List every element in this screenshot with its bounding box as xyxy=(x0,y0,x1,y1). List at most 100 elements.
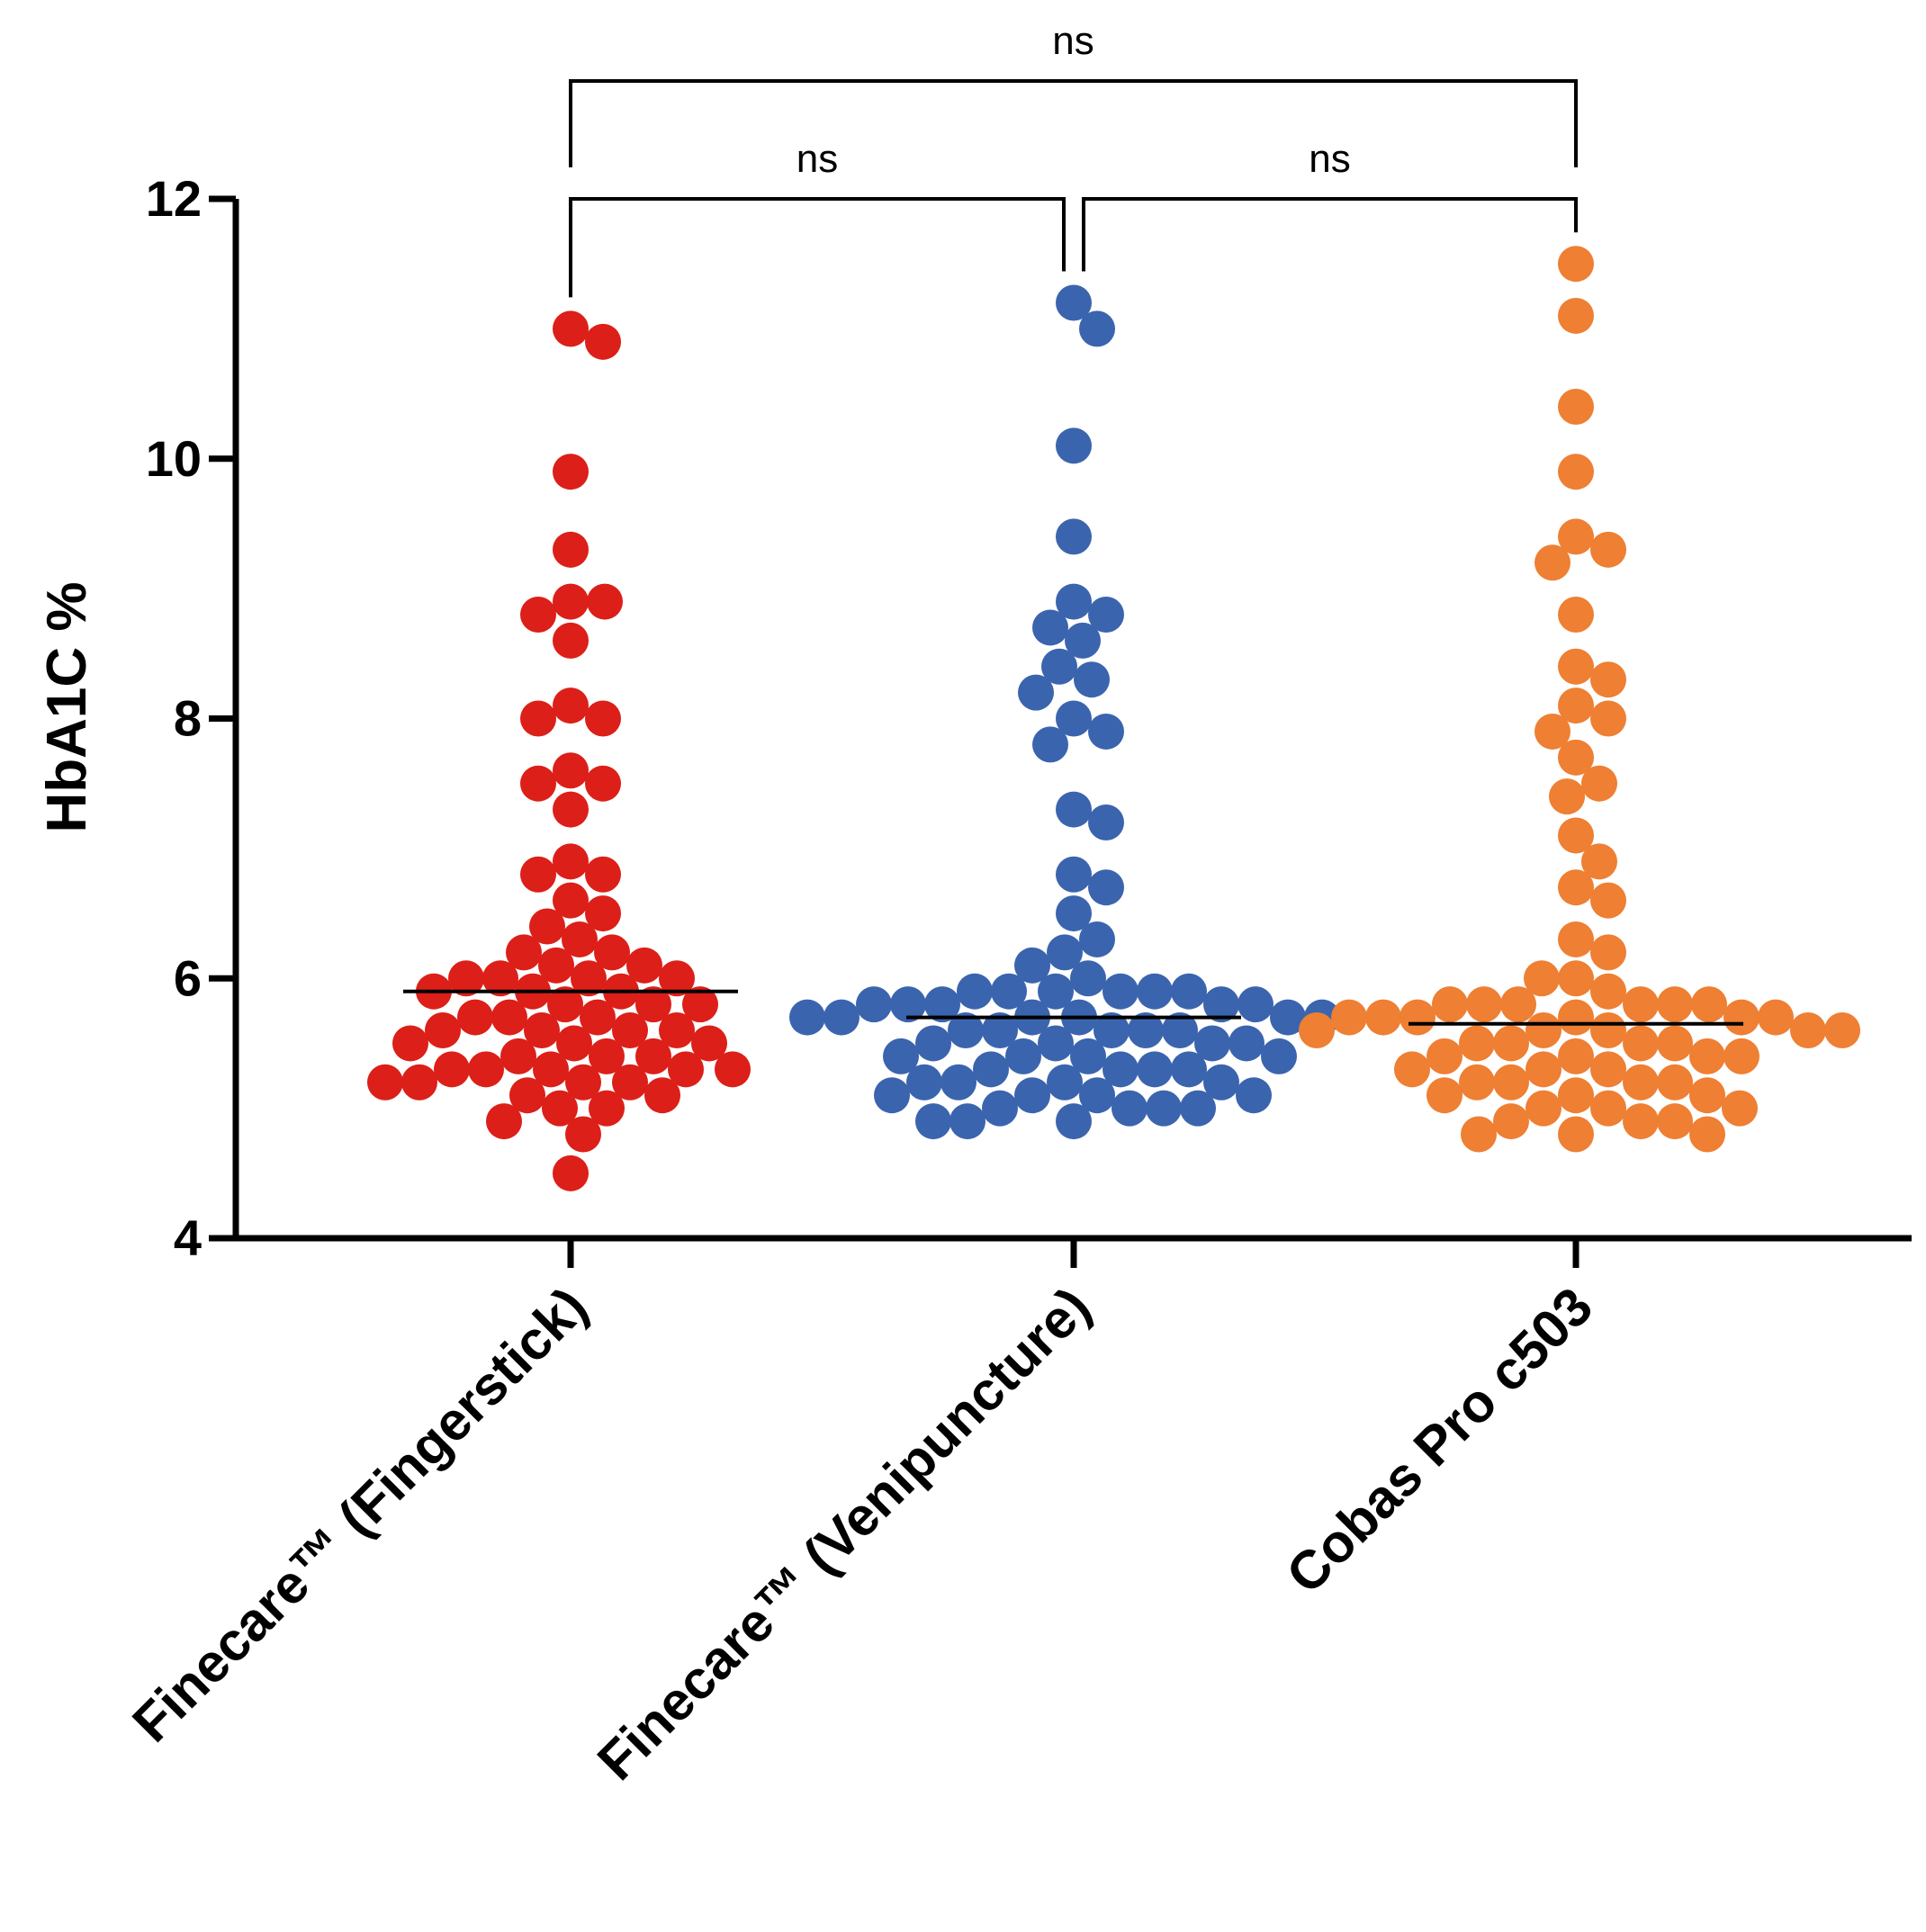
data-point xyxy=(1038,973,1074,1010)
data-point xyxy=(950,1103,986,1140)
data-point xyxy=(538,947,574,984)
data-point xyxy=(1038,1025,1074,1062)
data-point xyxy=(1724,1038,1760,1074)
data-point xyxy=(585,856,621,893)
data-point xyxy=(1137,973,1173,1010)
data-point xyxy=(587,583,623,620)
data-point xyxy=(1526,1090,1562,1127)
data-point xyxy=(1228,1025,1264,1062)
data-point xyxy=(1162,1012,1198,1048)
data-point xyxy=(524,1012,560,1048)
data-point xyxy=(367,1064,403,1101)
data-point xyxy=(1558,1116,1594,1153)
data-point xyxy=(448,960,484,997)
data-point xyxy=(594,934,630,971)
data-point xyxy=(1137,1051,1173,1088)
data-point xyxy=(509,1077,545,1114)
data-point xyxy=(1180,1090,1216,1127)
data-point xyxy=(1790,1012,1826,1048)
data-point xyxy=(500,1038,536,1074)
data-point xyxy=(520,597,556,633)
data-point xyxy=(635,986,671,1023)
significance-label: ns xyxy=(1309,137,1350,181)
data-point xyxy=(1394,1051,1430,1088)
data-point xyxy=(890,986,926,1023)
data-point xyxy=(1581,765,1617,802)
data-point xyxy=(1238,986,1274,1023)
data-point xyxy=(1558,739,1594,776)
data-point xyxy=(1056,518,1092,555)
data-point xyxy=(1691,986,1727,1023)
data-point xyxy=(1056,700,1092,737)
data-point xyxy=(1056,284,1092,321)
data-point xyxy=(542,1090,578,1127)
data-point xyxy=(1526,1051,1562,1088)
data-point xyxy=(1657,1103,1693,1140)
data-point xyxy=(589,1038,625,1074)
data-point xyxy=(1070,960,1106,997)
data-point xyxy=(1623,986,1659,1023)
data-point xyxy=(1590,1051,1626,1088)
data-point xyxy=(553,843,589,880)
data-point xyxy=(1203,1064,1239,1101)
data-point xyxy=(392,1025,428,1062)
data-point xyxy=(1524,960,1560,997)
data-point xyxy=(1299,1012,1335,1048)
data-point xyxy=(1493,1064,1529,1101)
data-point xyxy=(1558,518,1594,555)
data-point xyxy=(973,1051,1009,1088)
significance-bracket xyxy=(569,197,1066,298)
data-point xyxy=(982,1012,1018,1048)
data-point xyxy=(1558,687,1594,724)
y-tick-label: 6 xyxy=(174,949,202,1006)
data-point xyxy=(1623,1103,1659,1140)
data-point xyxy=(682,986,718,1023)
data-point xyxy=(1074,661,1110,698)
data-point xyxy=(1041,648,1077,685)
data-point xyxy=(612,1064,648,1101)
data-point xyxy=(457,999,493,1036)
data-point xyxy=(1558,1077,1594,1114)
data-point xyxy=(1558,597,1594,633)
data-point xyxy=(1558,817,1594,854)
data-point xyxy=(556,1025,592,1062)
data-point xyxy=(1171,1051,1207,1088)
data-point xyxy=(585,895,621,932)
data-point xyxy=(915,1103,951,1140)
data-point xyxy=(1056,856,1092,893)
data-point xyxy=(482,960,518,997)
data-point xyxy=(1558,454,1594,490)
data-point xyxy=(1500,986,1536,1023)
data-point xyxy=(1590,531,1626,568)
data-point xyxy=(1032,609,1068,646)
data-point xyxy=(1558,999,1594,1036)
data-point xyxy=(1581,843,1617,880)
data-point xyxy=(1365,999,1401,1036)
data-point xyxy=(940,1064,976,1101)
data-point xyxy=(1112,1090,1148,1127)
data-point xyxy=(401,1064,437,1101)
y-axis-label: HbA1C % xyxy=(36,581,98,832)
significance-bracket xyxy=(1082,197,1578,272)
data-point xyxy=(915,1025,951,1062)
data-point xyxy=(1056,895,1092,932)
data-point xyxy=(691,1025,727,1062)
data-point xyxy=(883,1038,919,1074)
data-point xyxy=(1623,1025,1659,1062)
data-point xyxy=(553,531,589,568)
x-tick-label: Cobas Pro c503 xyxy=(1274,1276,1604,1605)
data-point xyxy=(1400,999,1436,1036)
data-point xyxy=(1005,1038,1041,1074)
data-point xyxy=(425,1012,461,1048)
data-point xyxy=(434,1051,470,1088)
data-point xyxy=(491,999,527,1036)
data-point xyxy=(824,999,860,1036)
data-point xyxy=(529,908,565,945)
data-point xyxy=(626,947,662,984)
data-point xyxy=(506,934,542,971)
data-point xyxy=(1590,973,1626,1010)
data-point xyxy=(1689,1077,1725,1114)
data-point xyxy=(644,1077,680,1114)
data-point xyxy=(1623,1064,1659,1101)
